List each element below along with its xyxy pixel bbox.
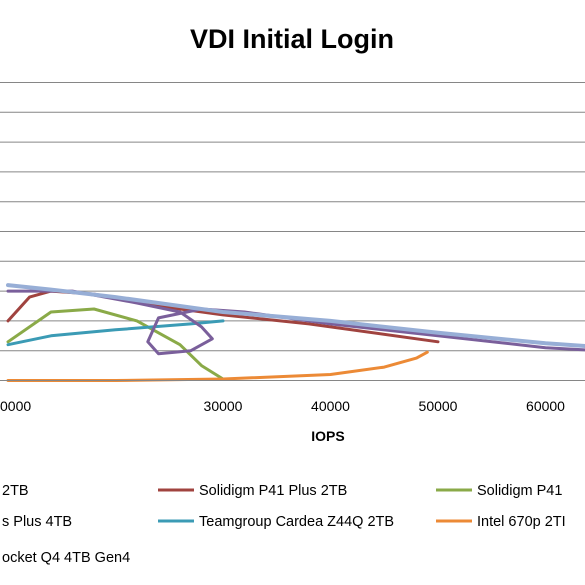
x-tick-label: 50000 (419, 398, 458, 414)
series-line (6, 283, 585, 349)
chart-title: VDI Initial Login (190, 24, 394, 54)
legend-label: Solidigm P41 Plus 2TB (199, 483, 347, 499)
legend: 2TB Solidigm P41 Plus 2TB Solidigm P41 s Pl… (2, 483, 566, 566)
x-tick-label: 60000 (526, 398, 565, 414)
x-tick-labels: 00003000040000500006000070000 (0, 398, 565, 414)
series-line (6, 319, 225, 347)
x-tick-label: 40000 (311, 398, 350, 414)
x-tick-label: 30000 (204, 398, 243, 414)
series-line (6, 289, 585, 356)
legend-label: Teamgroup Cardea Z44Q 2TB (199, 514, 394, 530)
x-tick-label: 0000 (0, 398, 31, 414)
series-line (6, 307, 225, 381)
legend-label: 2TB (2, 483, 29, 499)
legend-label: ocket Q4 4TB Gen4 (2, 550, 130, 566)
legend-label: Intel 670p 2TI (477, 514, 566, 530)
legend-label: s Plus 4TB (2, 514, 72, 530)
gridlines (0, 82, 585, 352)
x-axis-title: IOPS (311, 428, 344, 444)
legend-label: Solidigm P41 (477, 483, 562, 499)
series-lines (6, 283, 585, 382)
